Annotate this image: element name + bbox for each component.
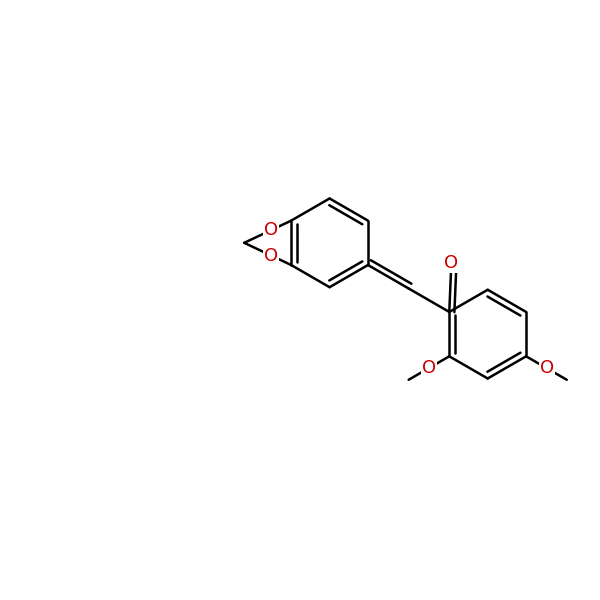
- Text: O: O: [540, 359, 554, 377]
- Text: O: O: [422, 359, 436, 377]
- Text: O: O: [265, 247, 278, 265]
- Text: O: O: [444, 254, 458, 272]
- Text: O: O: [265, 221, 278, 239]
